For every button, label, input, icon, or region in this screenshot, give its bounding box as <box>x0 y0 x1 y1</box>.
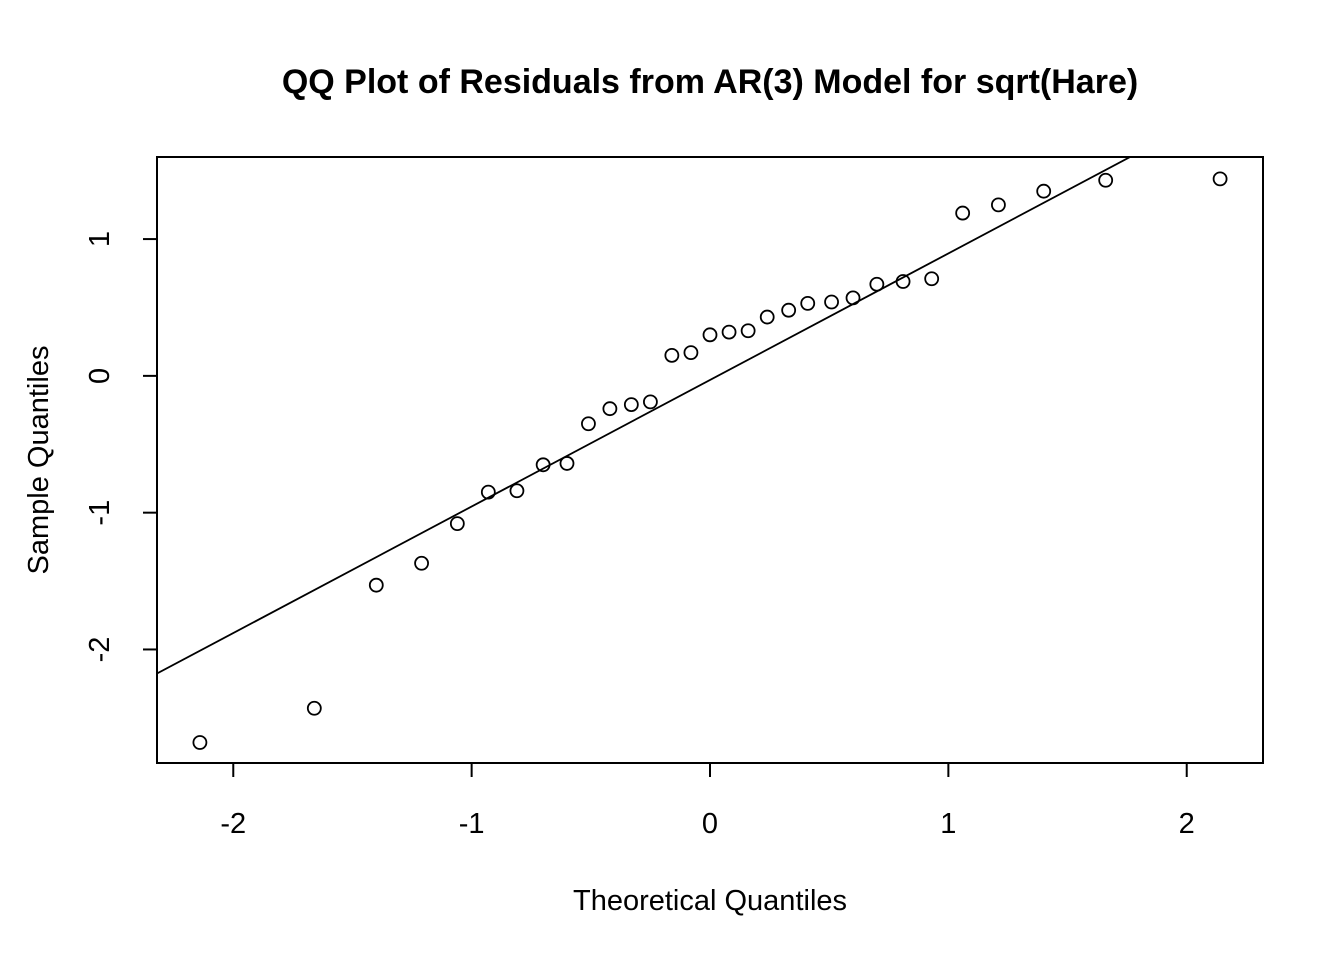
data-point <box>559 456 575 471</box>
data-point <box>602 401 618 417</box>
data-point <box>683 345 699 361</box>
qq-reference-line <box>157 157 1132 675</box>
x-axis-label: Theoretical Quantiles <box>573 885 847 917</box>
data-point <box>800 295 816 311</box>
data-point <box>740 323 756 339</box>
x-tick-label: 1 <box>940 808 956 840</box>
plot-area: -2 -1 0 1 2 -2 -1 0 1 <box>84 156 1264 840</box>
data-point <box>845 290 861 306</box>
x-tick-label: 0 <box>702 808 718 840</box>
data-point <box>368 577 384 593</box>
data-point <box>623 397 639 412</box>
data-point <box>991 197 1006 213</box>
y-axis-label: Sample Quantiles <box>23 346 55 575</box>
data-point <box>535 457 551 473</box>
data-point <box>643 394 658 410</box>
data-point <box>192 735 208 750</box>
x-tick-label: -1 <box>459 808 485 840</box>
y-tick-label: 1 <box>84 231 116 247</box>
data-point <box>824 294 839 310</box>
data-point <box>759 309 775 325</box>
plot-frame <box>156 156 1264 764</box>
y-tick-label: -1 <box>84 500 116 526</box>
data-point <box>306 700 322 716</box>
data-point <box>480 484 496 500</box>
y-tick-label: 0 <box>84 368 116 384</box>
data-point <box>869 276 885 292</box>
y-tick-label: -2 <box>84 637 116 663</box>
data-point <box>781 302 797 318</box>
chart-title: QQ Plot of Residuals from AR(3) Model fo… <box>282 63 1138 101</box>
data-point <box>721 324 737 340</box>
data-point <box>895 274 911 289</box>
data-point <box>1212 171 1228 187</box>
data-point <box>924 271 940 287</box>
data-point <box>509 483 525 499</box>
x-tick-label: 2 <box>1179 808 1195 840</box>
data-point <box>1098 172 1114 188</box>
data-point <box>702 327 718 343</box>
x-tick-label: -2 <box>220 808 246 840</box>
data-point <box>581 416 596 432</box>
data-point <box>1036 183 1052 199</box>
data-point <box>664 347 680 363</box>
data-point <box>414 555 429 571</box>
data-point <box>449 516 465 532</box>
data-point <box>955 205 971 221</box>
